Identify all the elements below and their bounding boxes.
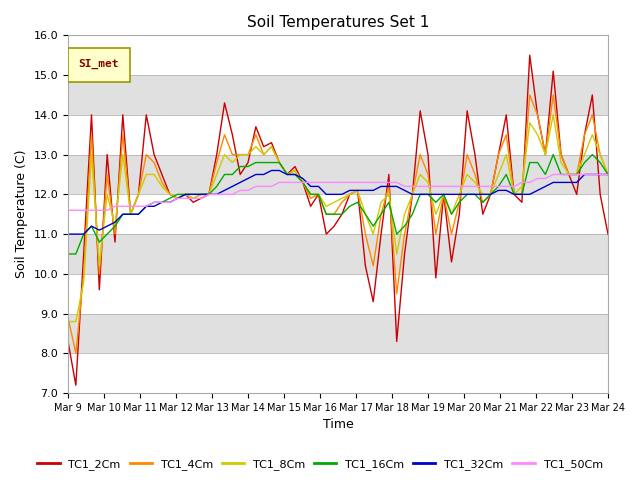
Bar bbox=[68, 115, 608, 155]
Legend: TC1_2Cm, TC1_4Cm, TC1_8Cm, TC1_16Cm, TC1_32Cm, TC1_50Cm: TC1_2Cm, TC1_4Cm, TC1_8Cm, TC1_16Cm, TC1… bbox=[33, 455, 607, 474]
X-axis label: Time: Time bbox=[323, 419, 353, 432]
Bar bbox=[68, 75, 608, 115]
Y-axis label: Soil Temperature (C): Soil Temperature (C) bbox=[15, 150, 28, 278]
Bar bbox=[68, 353, 608, 393]
Text: SI_met: SI_met bbox=[79, 59, 119, 69]
Bar bbox=[68, 313, 608, 353]
Bar bbox=[68, 155, 608, 194]
Bar bbox=[68, 36, 608, 75]
Bar bbox=[68, 274, 608, 313]
Title: Soil Temperatures Set 1: Soil Temperatures Set 1 bbox=[247, 15, 429, 30]
FancyBboxPatch shape bbox=[68, 48, 130, 82]
Bar bbox=[68, 234, 608, 274]
Bar bbox=[68, 194, 608, 234]
